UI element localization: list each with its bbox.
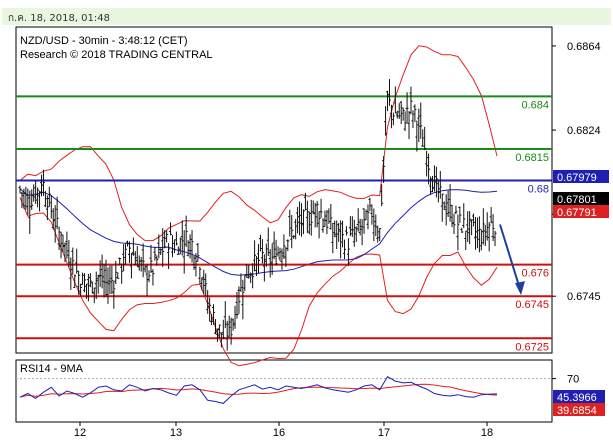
rsi-badge-box	[553, 403, 605, 416]
x-tick-label: 16	[273, 427, 285, 439]
rsi-ma-line	[19, 383, 498, 398]
bollinger-bands	[19, 45, 498, 367]
level-label-resistance: 0.6815	[515, 152, 549, 164]
date-bar: ก.ค. 18, 2018, 01:48	[2, 8, 611, 25]
price-panel-frame	[15, 26, 553, 354]
level-label-resistance: 0.684	[521, 99, 549, 111]
y-tick-label: 0.6745	[567, 291, 601, 303]
price-badge-box	[553, 170, 609, 183]
bollinger-lower-line	[19, 197, 498, 367]
rsi-title: RSI14 - 9MA	[20, 363, 84, 375]
chart-subtitle: Research © 2018 TRADING CENTRAL	[20, 49, 213, 61]
level-lines: 0.684 0.6815 0.68 0.676 0.6745 0.6725	[16, 95, 552, 353]
rsi-badge-label: 45.3966	[557, 392, 597, 404]
x-tick-label: 18	[481, 427, 493, 439]
price-badge-label: 0.67801	[557, 194, 597, 206]
x-tick-label: 17	[378, 427, 390, 439]
projection-arrow-shaft	[499, 224, 521, 290]
level-label-support: 0.6745	[515, 299, 549, 311]
rsi-line	[19, 376, 498, 404]
rsi-panel-frame	[15, 359, 553, 423]
projection-arrow-head	[515, 281, 525, 296]
x-tick-label: 12	[74, 427, 86, 439]
price-badge-box	[553, 192, 609, 205]
bollinger-upper-line	[19, 45, 498, 242]
date-label: ก.ค. 18, 2018, 01:48	[8, 13, 110, 24]
level-label-support: 0.676	[521, 268, 549, 280]
level-label-support: 0.6725	[515, 341, 549, 353]
x-tick-label: 13	[170, 427, 182, 439]
price-badge-box	[553, 205, 609, 218]
y-tick-label: 0.6864	[567, 41, 601, 53]
level-label-pivot: 0.68	[528, 184, 549, 196]
y-tick-label: 0.6824	[567, 125, 601, 137]
projection-arrow	[499, 224, 525, 296]
rsi-y-tick-label: 70	[567, 374, 579, 386]
rsi-badge-box	[553, 390, 605, 403]
chart-title: NZD/USD - 30min - 3:48:12 (CET)	[20, 35, 187, 47]
price-badge-label: 0.67791	[557, 207, 597, 219]
rsi-badge-label: 39.6854	[557, 405, 597, 417]
time-axis: 12 13 16 17 18	[74, 422, 493, 439]
price-bars	[18, 78, 497, 351]
price-badge-label: 0.67979	[557, 172, 597, 184]
